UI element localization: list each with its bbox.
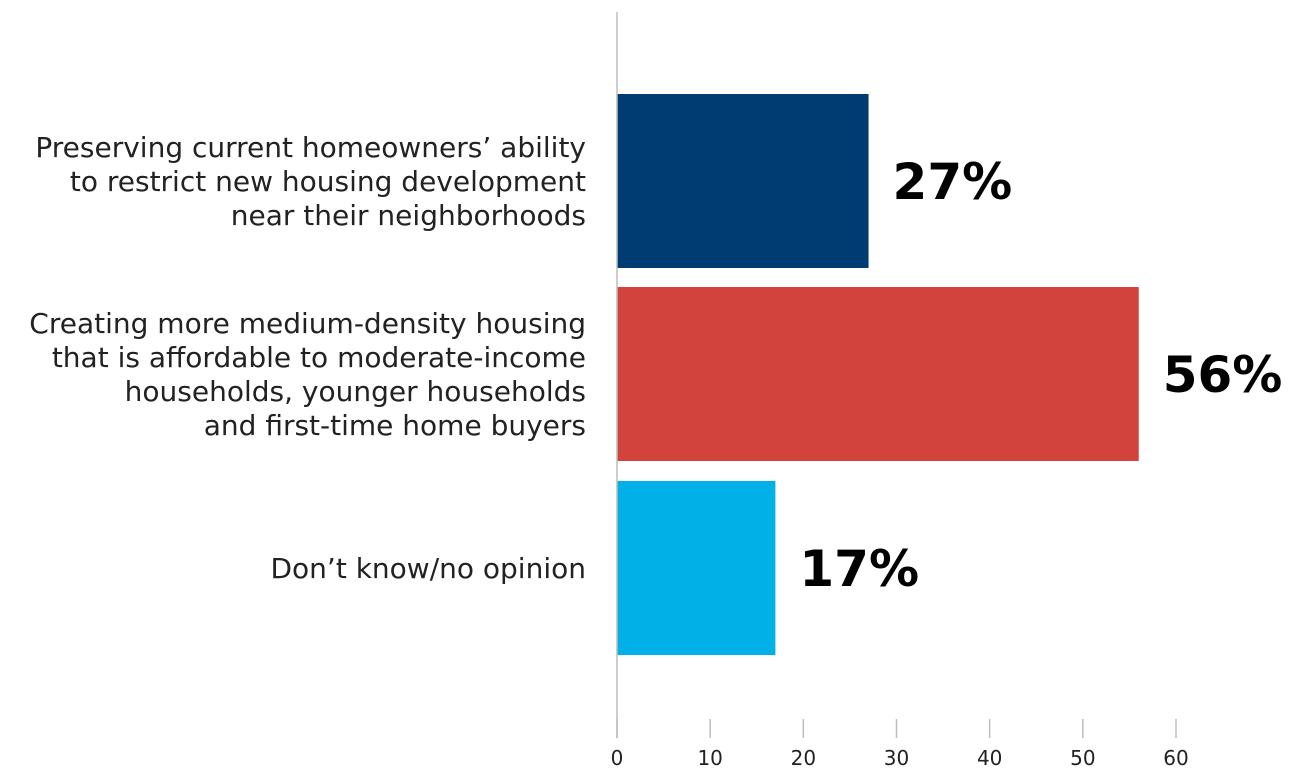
data-label-2: 56% [1163, 346, 1283, 404]
data-label-1: 27% [893, 153, 1013, 211]
data-label-3: 17% [799, 540, 919, 598]
x-tick-label-60: 60 [1163, 746, 1188, 770]
x-tick-label-40: 40 [977, 746, 1002, 770]
category-label-2-line-2: that is affordable to moderate-income [52, 341, 586, 374]
bar-1 [617, 94, 869, 268]
category-label-2-line-1: Creating more medium-density housing [29, 307, 586, 340]
x-tick-label-30: 30 [884, 746, 909, 770]
x-tick-label-20: 20 [791, 746, 816, 770]
x-tick-label-0: 0 [611, 746, 624, 770]
category-label-2-line-4: and first-time home buyers [204, 409, 586, 442]
category-labels: Preserving current homeowners’ abilityto… [29, 131, 586, 585]
category-label-1-line-3: near their neighborhoods [231, 199, 586, 232]
x-axis: 0 10 20 30 40 50 60 [611, 12, 1189, 770]
category-label-1-line-1: Preserving current homeowners’ ability [35, 131, 586, 164]
bar-3 [617, 481, 776, 655]
bars-group [617, 94, 1139, 655]
bar-2 [617, 287, 1139, 461]
category-label-3-line-1: Don’t know/no opinion [270, 552, 586, 585]
data-labels: 27% 56% 17% [799, 153, 1282, 598]
category-label-1-line-2: to restrict new housing development [70, 165, 586, 198]
category-label-2-line-3: households, younger households [125, 375, 586, 408]
x-tick-label-10: 10 [697, 746, 722, 770]
x-tick-label-50: 50 [1070, 746, 1095, 770]
